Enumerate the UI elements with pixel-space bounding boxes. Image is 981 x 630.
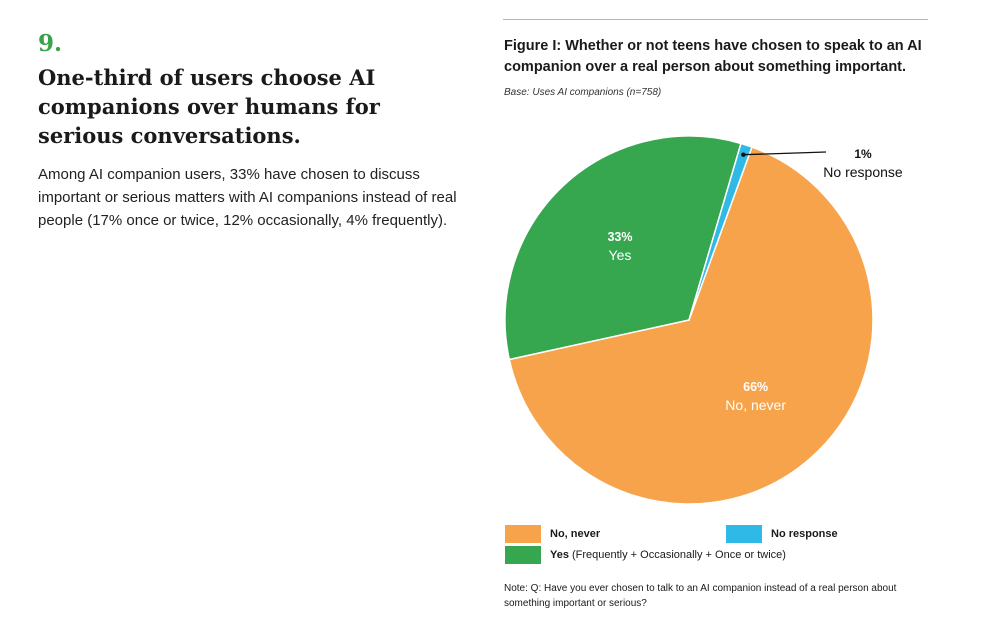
pie-slice-no-response (688, 142, 753, 321)
section-number: 9. (38, 30, 63, 57)
legend-label: Yes (550, 549, 569, 561)
pie-slice-yes (504, 135, 742, 361)
slice-label-yes-name: Yes (609, 247, 632, 263)
pie-slice-no-never (508, 146, 874, 505)
slice-label-yes-value: 33% (607, 230, 632, 244)
leader-line (743, 151, 827, 156)
slice-label-no-response-value: 1% (854, 147, 872, 161)
figure-note: Note: Q: Have you ever chosen to talk to… (504, 583, 897, 609)
figure-title: Figure I: Whether or not teens have chos… (504, 38, 922, 75)
section-headline: One-third of users choose AI companions … (38, 65, 380, 148)
legend-item-no-never: No, never (505, 525, 600, 543)
legend-label: No response (771, 528, 838, 540)
figure-base: Base: Uses AI companions (n=758) (504, 87, 662, 98)
legend-item-no-response: No response (726, 525, 838, 543)
legend-swatch (505, 546, 541, 564)
legend-item-yes: Yes (Frequently + Occasionally + Once or… (505, 546, 786, 564)
legend-swatch (505, 525, 541, 543)
slice-label-no-response-name: No response (823, 164, 903, 180)
slice-label-no-never-value: 66% (743, 380, 768, 394)
legend-label: No, never (550, 528, 601, 540)
legend-swatch (726, 525, 762, 543)
section-body: Among AI companion users, 33% have chose… (38, 166, 457, 229)
slice-label-no-never-name: No, never (725, 397, 786, 413)
legend-detail: (Frequently + Occasionally + Once or twi… (571, 549, 786, 561)
leader-dot (741, 152, 746, 157)
figure-top-rule (503, 19, 928, 20)
